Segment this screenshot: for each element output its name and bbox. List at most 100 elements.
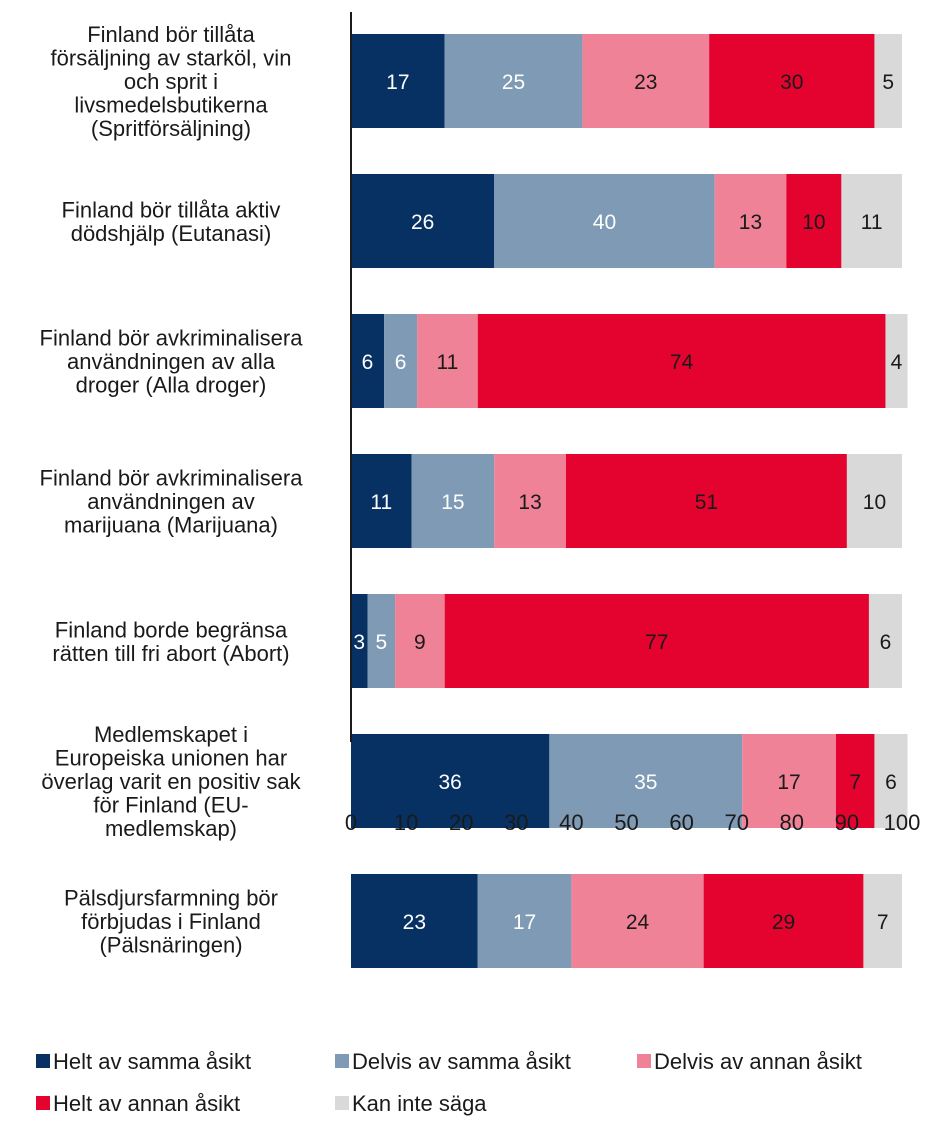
bar-segment xyxy=(395,594,445,688)
data-label: 6 xyxy=(880,631,892,654)
data-label: 77 xyxy=(645,631,668,654)
data-label: 23 xyxy=(634,71,657,94)
bar-segment xyxy=(444,34,583,128)
bar-segment xyxy=(444,594,869,688)
data-label: 5 xyxy=(882,71,894,94)
legend-label: Delvis av samma åsikt xyxy=(352,1049,571,1074)
category-label-line: Finland bör avkriminalisera xyxy=(40,326,304,351)
data-label: 26 xyxy=(411,211,434,234)
category-label-line: Europeiska unionen har xyxy=(55,746,287,771)
x-tick-label: 40 xyxy=(559,810,583,835)
category-label-line: dödshjälp (Eutanasi) xyxy=(71,221,272,246)
bar-segment xyxy=(477,314,886,408)
data-label: 9 xyxy=(414,631,426,654)
bar-segment xyxy=(714,174,787,268)
data-label: 10 xyxy=(802,211,825,234)
x-tick-label: 10 xyxy=(394,810,418,835)
bar-segment xyxy=(863,874,902,968)
data-label: 74 xyxy=(670,351,694,374)
category-label-line: Finland borde begränsa xyxy=(55,617,288,642)
bar-segment xyxy=(417,314,478,408)
bar-segment xyxy=(841,174,902,268)
bar-segment xyxy=(351,874,478,968)
data-label: 7 xyxy=(877,911,889,934)
data-label: 40 xyxy=(593,211,616,234)
bar-segment xyxy=(351,34,445,128)
data-label: 11 xyxy=(437,351,459,374)
bar-segment xyxy=(477,874,572,968)
bar-segment xyxy=(874,734,908,828)
data-label: 24 xyxy=(626,911,650,934)
data-label: 11 xyxy=(861,211,883,234)
bar-segment xyxy=(411,454,495,548)
legend-swatch xyxy=(335,1054,349,1068)
bar-segment xyxy=(742,734,836,828)
data-label: 17 xyxy=(777,771,800,794)
data-label: 13 xyxy=(739,211,762,234)
bar-segment xyxy=(868,594,902,688)
data-label: 13 xyxy=(518,491,541,514)
bar-segment xyxy=(351,314,385,408)
legend-label: Delvis av annan åsikt xyxy=(654,1049,862,1074)
category-label-line: för Finland (EU- xyxy=(93,793,248,818)
category-label: Finland borde begränsa rätten till fri ab… xyxy=(52,617,289,666)
legend-item: Kan inte säga xyxy=(335,1091,487,1116)
bar-segment xyxy=(494,174,715,268)
data-label: 17 xyxy=(513,911,536,934)
category-label-line: förbjudas i Finland xyxy=(81,909,261,934)
data-label: 51 xyxy=(695,491,718,514)
category-label-line: användningen av alla xyxy=(67,349,276,374)
x-tick-label: 100 xyxy=(884,810,921,835)
data-label: 4 xyxy=(891,351,903,374)
data-label: 6 xyxy=(395,351,407,374)
category-label-line: (Spritförsäljning) xyxy=(91,116,251,141)
legend-item: Helt av samma åsikt xyxy=(36,1049,251,1074)
data-label: 36 xyxy=(439,771,462,794)
bar-segment xyxy=(565,454,847,548)
data-label: 15 xyxy=(441,491,464,514)
category-label: Finland bör tillåta aktiv dödshjälp (Euta… xyxy=(62,197,281,246)
category-label-line: Medlemskapet i xyxy=(94,722,248,747)
bar-segment xyxy=(494,454,566,548)
legend-swatch xyxy=(36,1096,50,1110)
legend-swatch xyxy=(335,1096,349,1110)
category-label: Finland bör avkriminalisera användningen … xyxy=(40,326,304,398)
category-label-line: medlemskap) xyxy=(105,816,237,841)
bar-segment xyxy=(384,314,418,408)
category-label-line: Finland bör avkriminalisera xyxy=(40,466,304,491)
x-tick-label: 0 xyxy=(345,810,357,835)
data-label: 30 xyxy=(780,71,803,94)
legend-item: Helt av annan åsikt xyxy=(36,1091,240,1116)
bar-series: 17 25 23 30 526 40 13 10 116 6 11 74 411 15 13 51 103 5 9 7… xyxy=(351,34,908,968)
data-label: 29 xyxy=(772,911,795,934)
x-tick-label: 50 xyxy=(614,810,638,835)
data-label: 11 xyxy=(370,491,392,514)
bar-segment xyxy=(351,454,412,548)
bar-segment xyxy=(885,314,908,408)
bar-segment xyxy=(351,174,495,268)
data-label: 6 xyxy=(885,771,897,794)
legend-swatch xyxy=(637,1054,651,1068)
bar-segment xyxy=(874,34,902,128)
bar-segment xyxy=(709,34,875,128)
x-tick-label: 80 xyxy=(780,810,804,835)
bar-segment xyxy=(351,734,550,828)
x-tick-label: 30 xyxy=(504,810,528,835)
legend-item: Delvis av annan åsikt xyxy=(637,1049,862,1074)
category-label-line: livsmedelsbutikerna xyxy=(74,93,268,118)
data-label: 5 xyxy=(375,631,387,654)
category-label-line: Finland bör tillåta aktiv xyxy=(62,197,281,222)
category-label-line: Finland bör tillåta xyxy=(87,22,255,47)
x-axis-ticks: 0 10 20 30 40 50 60 70 80 90 100 xyxy=(345,810,920,835)
category-label: Finland bör avkriminalisera användningen … xyxy=(40,466,304,538)
category-label-line: marijuana (Marijuana) xyxy=(64,513,278,538)
bar-segment xyxy=(786,174,842,268)
category-label-line: försäljning av starköl, vin xyxy=(51,46,292,71)
category-label-line: Pälsdjursfarmning bör xyxy=(64,886,278,911)
legend-label: Helt av samma åsikt xyxy=(53,1049,251,1074)
data-label: 10 xyxy=(863,491,886,514)
bar-segment xyxy=(835,734,875,828)
x-tick-label: 90 xyxy=(835,810,859,835)
bar-segment xyxy=(846,454,902,548)
data-label: 17 xyxy=(386,71,409,94)
